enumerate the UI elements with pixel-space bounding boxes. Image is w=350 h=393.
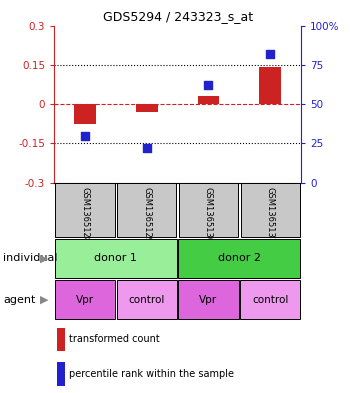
Bar (117, 280, 177, 319)
Text: GSM1365128: GSM1365128 (80, 187, 90, 243)
Text: Vpr: Vpr (76, 295, 94, 305)
Bar (55, 239, 177, 278)
Text: percentile rank within the sample: percentile rank within the sample (69, 369, 234, 379)
Text: GSM1365130: GSM1365130 (204, 187, 213, 243)
Text: GSM1365131: GSM1365131 (266, 187, 275, 243)
Bar (179, 183, 238, 237)
Point (267, 51, 273, 57)
Bar (57, 328, 65, 351)
Text: donor 2: donor 2 (218, 253, 261, 263)
Point (206, 82, 211, 88)
Text: individual: individual (4, 253, 58, 263)
Point (82, 132, 88, 139)
Text: donor 1: donor 1 (94, 253, 137, 263)
Bar (57, 362, 65, 386)
Text: Vpr: Vpr (199, 295, 218, 305)
Bar (178, 280, 239, 319)
Bar (117, 183, 176, 237)
Bar (74, 104, 96, 124)
Text: agent: agent (4, 295, 36, 305)
Point (144, 145, 149, 151)
Text: control: control (128, 295, 165, 305)
Text: GSM1365129: GSM1365129 (142, 187, 151, 243)
Bar (136, 104, 158, 112)
Text: ▶: ▶ (40, 253, 48, 263)
Bar (240, 183, 300, 237)
Bar (240, 280, 300, 319)
Text: ▶: ▶ (40, 295, 48, 305)
Text: transformed count: transformed count (69, 334, 160, 344)
Bar (178, 239, 300, 278)
Bar (259, 68, 281, 104)
Bar (55, 280, 115, 319)
Bar (198, 96, 219, 104)
Title: GDS5294 / 243323_s_at: GDS5294 / 243323_s_at (103, 10, 253, 23)
Bar (56, 183, 115, 237)
Text: control: control (252, 295, 288, 305)
